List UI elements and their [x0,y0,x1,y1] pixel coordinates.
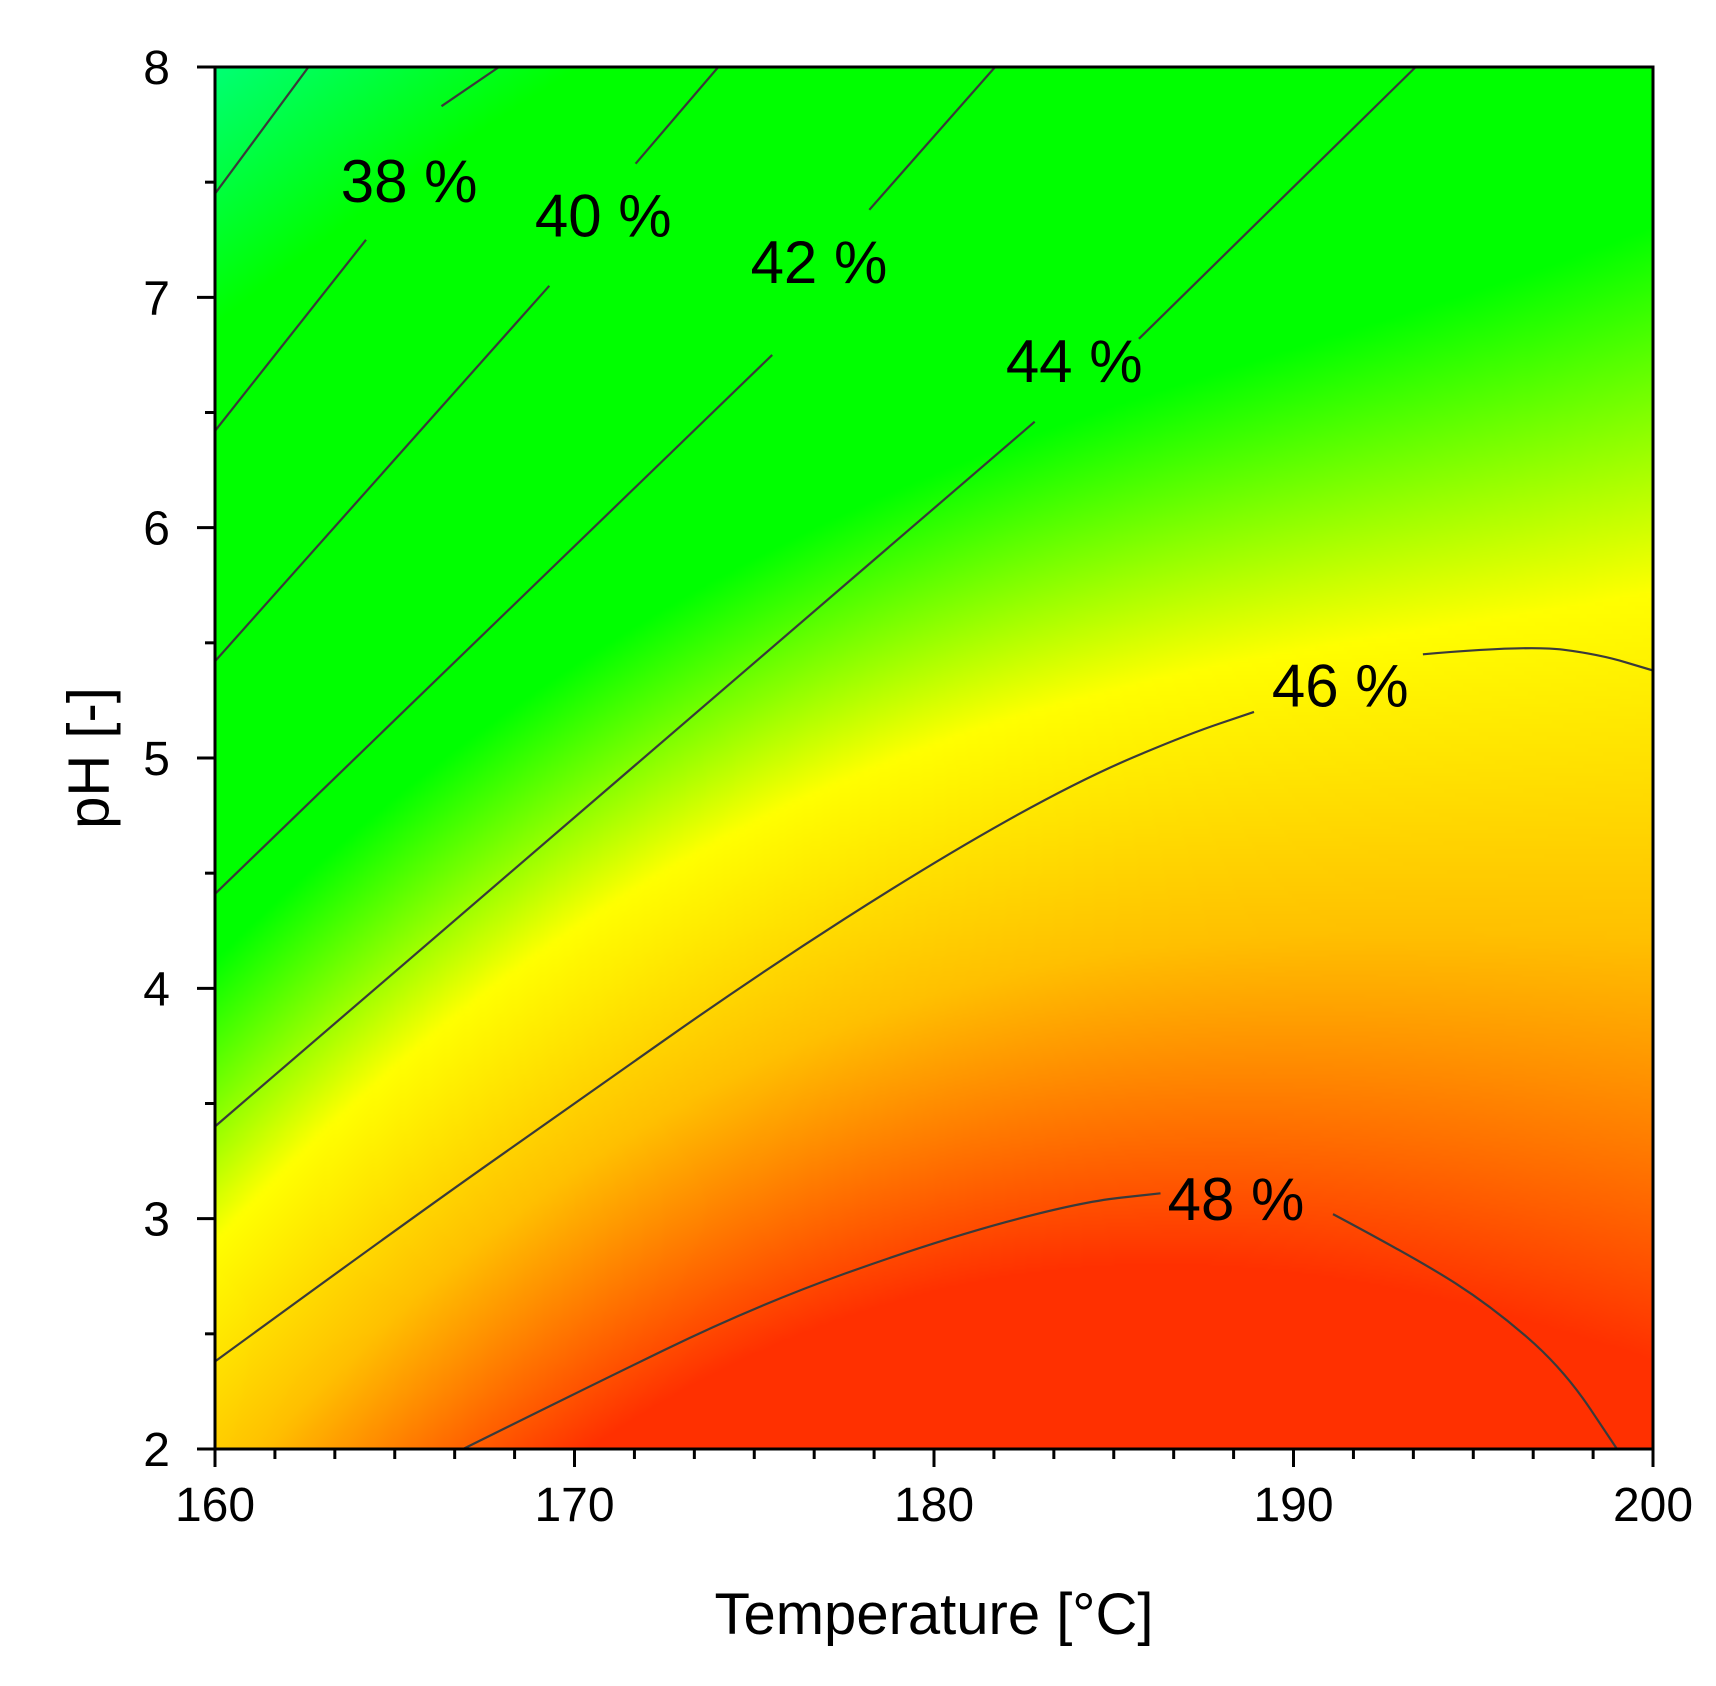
contour-line-38 [440,67,500,108]
y-tick-label: 2 [143,1424,170,1477]
y-tick-label: 3 [143,1194,170,1247]
x-axis-ticks [213,1449,1655,1467]
contour-labels: 38 % 40 % 42 % 44 % 46 % 48 % [341,148,1409,1233]
contour-label-48: 48 % [1168,1166,1305,1233]
contour-lines [215,67,1653,1449]
x-axis-title: Temperature [°C] [714,1582,1153,1647]
y-tick-label: 7 [143,272,170,325]
x-tick-label: 190 [1253,1479,1333,1532]
x-tick-label: 160 [175,1479,255,1532]
x-tick-label: 200 [1613,1479,1693,1532]
y-tick-label: 6 [143,503,170,556]
contour-line-42 [215,354,773,895]
contour-line-38 [215,239,367,432]
y-tick-label: 5 [143,733,170,786]
contour-line-48 [462,1192,1161,1449]
contour-label-42: 42 % [751,229,888,296]
contour-label-40: 40 % [535,183,672,250]
y-axis-title: pH [-] [56,687,121,829]
contour-line-42 [868,67,996,211]
y-tick-label: 8 [143,42,170,95]
contour-line-44 [215,420,1036,1128]
y-axis-ticks [197,65,215,1451]
contour-line-48 [1332,1213,1618,1449]
contour-line-46 [1422,647,1653,672]
y-tick-label: 4 [143,963,170,1016]
x-tick-label: 170 [534,1479,614,1532]
contour-line-40 [215,285,551,663]
x-tick-label: 180 [894,1479,974,1532]
contour-line-44 [1138,67,1417,340]
heatmap-surface [215,67,1653,1449]
contour-line-40 [634,67,720,165]
contour-label-44: 44 % [1006,328,1143,395]
x-axis-tick-labels: 160 170 180 190 200 [175,1479,1693,1532]
contour-label-38: 38 % [341,148,478,215]
y-axis-tick-labels: 2 3 4 5 6 7 8 [143,42,170,1477]
contour-line-46 [215,710,1255,1363]
contour-line-38 [215,67,310,195]
contour-label-46: 46 % [1272,653,1409,720]
